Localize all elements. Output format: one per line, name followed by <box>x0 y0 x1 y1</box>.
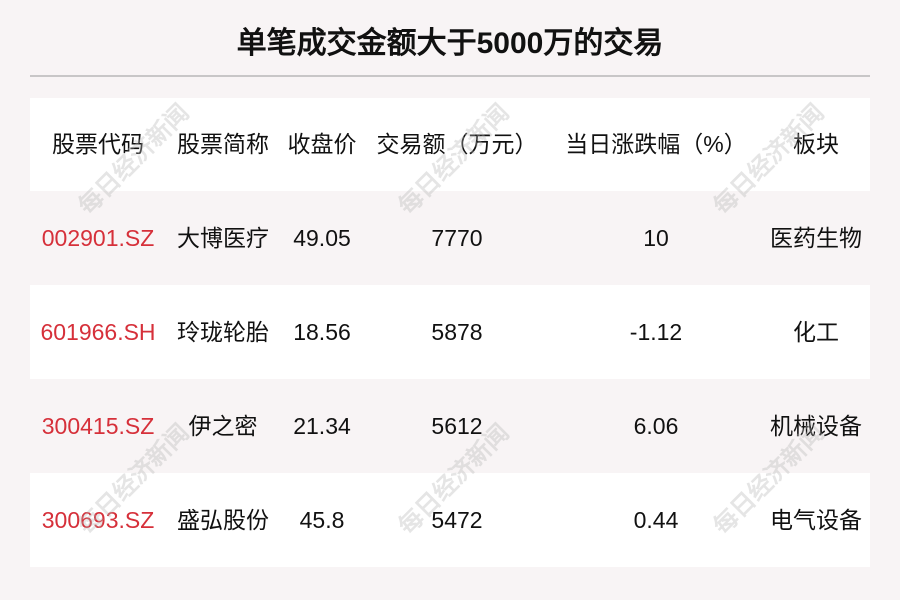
close-price: 21.34 <box>293 412 351 439</box>
header-close: 收盘价 <box>287 131 357 157</box>
stock-code: 601966.SH <box>40 318 156 345</box>
table-header-row: 股票代码 股票简称 收盘价 交易额（万元） 当日涨跌幅（%） 板块 <box>30 98 870 191</box>
table-row: 300415.SZ 伊之密 21.34 5612 6.06 机械设备 <box>30 379 870 473</box>
sector: 机械设备 <box>770 412 862 439</box>
page-title: 单笔成交金额大于5000万的交易 <box>236 27 664 60</box>
header-sector: 板块 <box>793 131 839 157</box>
table-row: 300693.SZ 盛弘股份 45.8 5472 0.44 电气设备 <box>30 473 870 567</box>
sector: 医药生物 <box>770 224 862 251</box>
stock-code: 300693.SZ <box>41 506 155 533</box>
stock-code: 300415.SZ <box>41 412 155 439</box>
header-change: 当日涨跌幅（%） <box>565 131 747 157</box>
table-row: 002901.SZ 大博医疗 49.05 7770 10 医药生物 <box>30 191 870 285</box>
header-amount: 交易额（万元） <box>376 131 538 157</box>
close-price: 18.56 <box>293 318 351 345</box>
trades-table: 股票代码 股票简称 收盘价 交易额（万元） 当日涨跌幅（%） 板块 002901… <box>30 98 870 567</box>
stock-name: 玲珑轮胎 <box>177 318 269 345</box>
stock-name: 大博医疗 <box>177 224 269 251</box>
trade-amount: 5612 <box>431 412 483 439</box>
header-code: 股票代码 <box>52 131 144 157</box>
sector: 化工 <box>793 318 839 345</box>
close-price: 49.05 <box>293 224 351 251</box>
trade-amount: 7770 <box>431 224 483 251</box>
sector: 电气设备 <box>770 506 862 533</box>
stock-code: 002901.SZ <box>41 224 155 251</box>
stock-name: 伊之密 <box>188 412 258 439</box>
daily-change: 10 <box>643 224 669 251</box>
title-divider <box>30 75 870 77</box>
table-row: 601966.SH 玲珑轮胎 18.56 5878 -1.12 化工 <box>30 285 870 379</box>
daily-change: 6.06 <box>633 412 679 439</box>
daily-change: 0.44 <box>633 506 679 533</box>
trade-amount: 5472 <box>431 506 483 533</box>
trade-amount: 5878 <box>431 318 483 345</box>
stock-name: 盛弘股份 <box>177 506 269 533</box>
daily-change: -1.12 <box>629 318 683 345</box>
header-name: 股票简称 <box>177 131 269 157</box>
close-price: 45.8 <box>299 506 345 533</box>
